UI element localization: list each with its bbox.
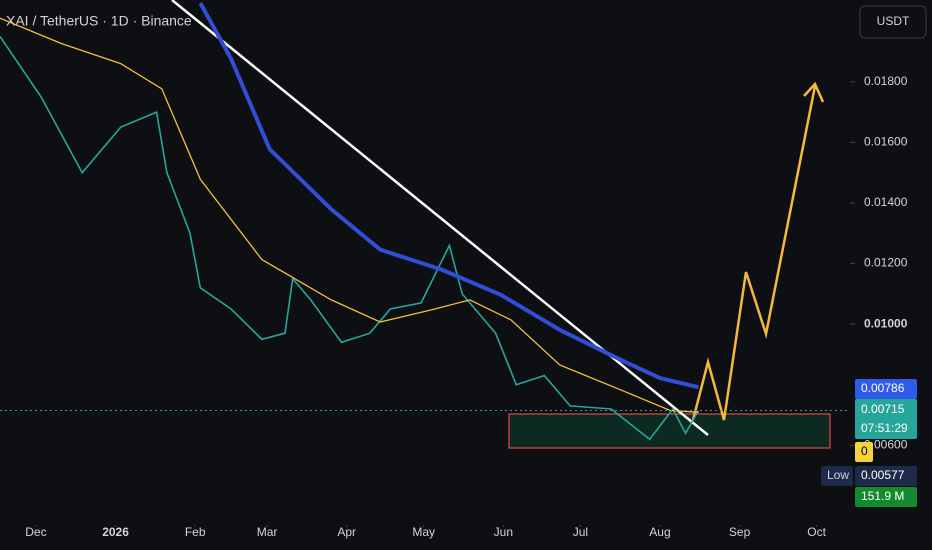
chart-title: XAI / TetherUS · 1D · Binance xyxy=(6,13,192,29)
x-tick-label: Aug xyxy=(649,525,670,539)
low-tag-bg xyxy=(855,466,917,486)
x-tick-label: Jun xyxy=(494,525,513,539)
yellow-tag: 0 xyxy=(861,444,868,458)
volume-tag: 151.9 M xyxy=(861,489,904,503)
ma-price-tag-bg xyxy=(855,378,917,399)
y-tick-label: 0.01600 xyxy=(864,135,908,149)
x-tick-label: Dec xyxy=(25,525,46,539)
projection-path[interactable] xyxy=(691,85,817,421)
y-tick-label: 0.01200 xyxy=(864,256,908,270)
countdown: 07:51:29 xyxy=(861,421,908,435)
trendline[interactable] xyxy=(171,0,709,436)
yellow-tag-bg xyxy=(855,442,873,462)
currency-box[interactable] xyxy=(859,5,927,39)
x-tick-label: Feb xyxy=(185,525,206,539)
x-tick-label: May xyxy=(412,525,435,539)
price-line xyxy=(0,35,700,441)
currency: USDT xyxy=(877,14,910,28)
y-tick-label: 0.01400 xyxy=(864,195,908,209)
x-tick-label: Jul xyxy=(573,525,588,539)
x-tick-label: 2026 xyxy=(102,525,129,539)
price-line xyxy=(0,17,699,413)
y-tick-label: 0.01800 xyxy=(864,74,908,88)
support-zone xyxy=(508,413,831,449)
x-tick-label: Oct xyxy=(807,525,826,539)
y-tick-label: 0.01000 xyxy=(864,316,908,330)
last-price-tag: 0.00715 xyxy=(861,402,905,416)
x-tick-label: Sep xyxy=(729,525,751,539)
low-label: Low xyxy=(827,468,849,482)
y-tick-label: 0.00600 xyxy=(864,437,908,451)
x-tick-label: Apr xyxy=(337,525,356,539)
last-price-bg xyxy=(855,399,917,439)
volume-tag-bg xyxy=(855,487,917,507)
ma-price-tag: 0.00786 xyxy=(861,381,905,395)
low-tag: 0.00577 xyxy=(861,468,905,482)
x-tick-label: Mar xyxy=(257,525,278,539)
projection-arrow xyxy=(803,81,825,103)
low-label-bg xyxy=(821,466,853,486)
price-line xyxy=(198,2,699,390)
